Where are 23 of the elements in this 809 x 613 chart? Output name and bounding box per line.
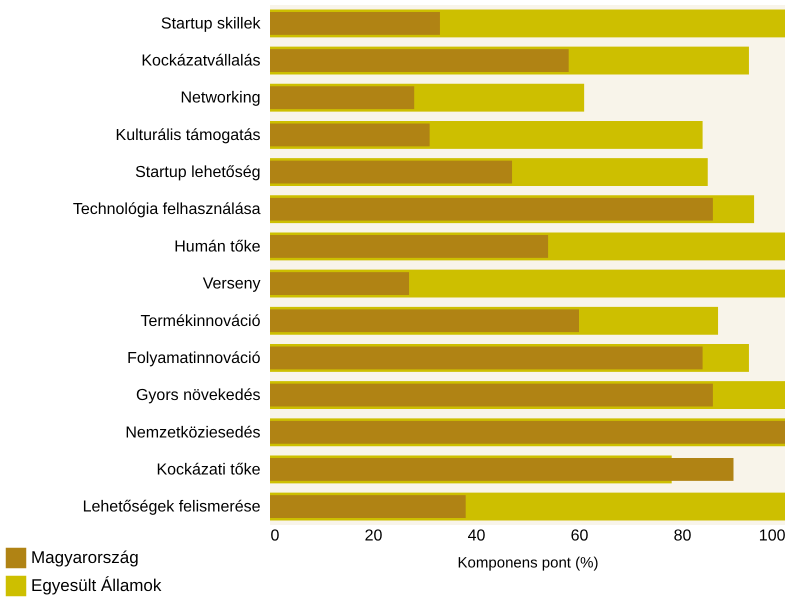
x-tick-label: 80 (674, 528, 692, 544)
y-tick-label: Networking (180, 90, 260, 107)
x-tick-label: 40 (468, 528, 486, 544)
y-tick-label: Technológia felhasználása (72, 201, 261, 218)
x-tick-label: 100 (758, 528, 786, 544)
y-tick-label: Humán tőke (174, 238, 261, 256)
y-tick-label: Kulturális támogatás (116, 126, 260, 144)
y-tick-label: Gyors növekedés (136, 387, 260, 404)
legend-label: Egyesült Államok (31, 576, 162, 595)
y-tick-label: Kockázati tőke (156, 461, 261, 478)
x-tick-label: 20 (364, 528, 382, 544)
y-tick-label: Kockázatvállalás (141, 52, 260, 70)
x-axis-title: Komponens pont (%) (458, 554, 598, 572)
y-tick-label: Lehetőségek felismerése (82, 498, 261, 516)
y-tick-label: Folyamatinnováció (127, 350, 261, 367)
y-tick-label: Startup lehetőség (135, 164, 260, 182)
legend-label: Magyarország (31, 548, 139, 567)
y-tick-label: Verseny (202, 276, 260, 293)
y-tick-label: Nemzetköziesedés (125, 424, 260, 442)
y-tick-label: Startup skillek (160, 15, 262, 32)
x-tick-label: 60 (570, 528, 588, 544)
x-tick-label: 0 (270, 528, 280, 544)
y-tick-label: Termékinnováció (140, 312, 261, 330)
